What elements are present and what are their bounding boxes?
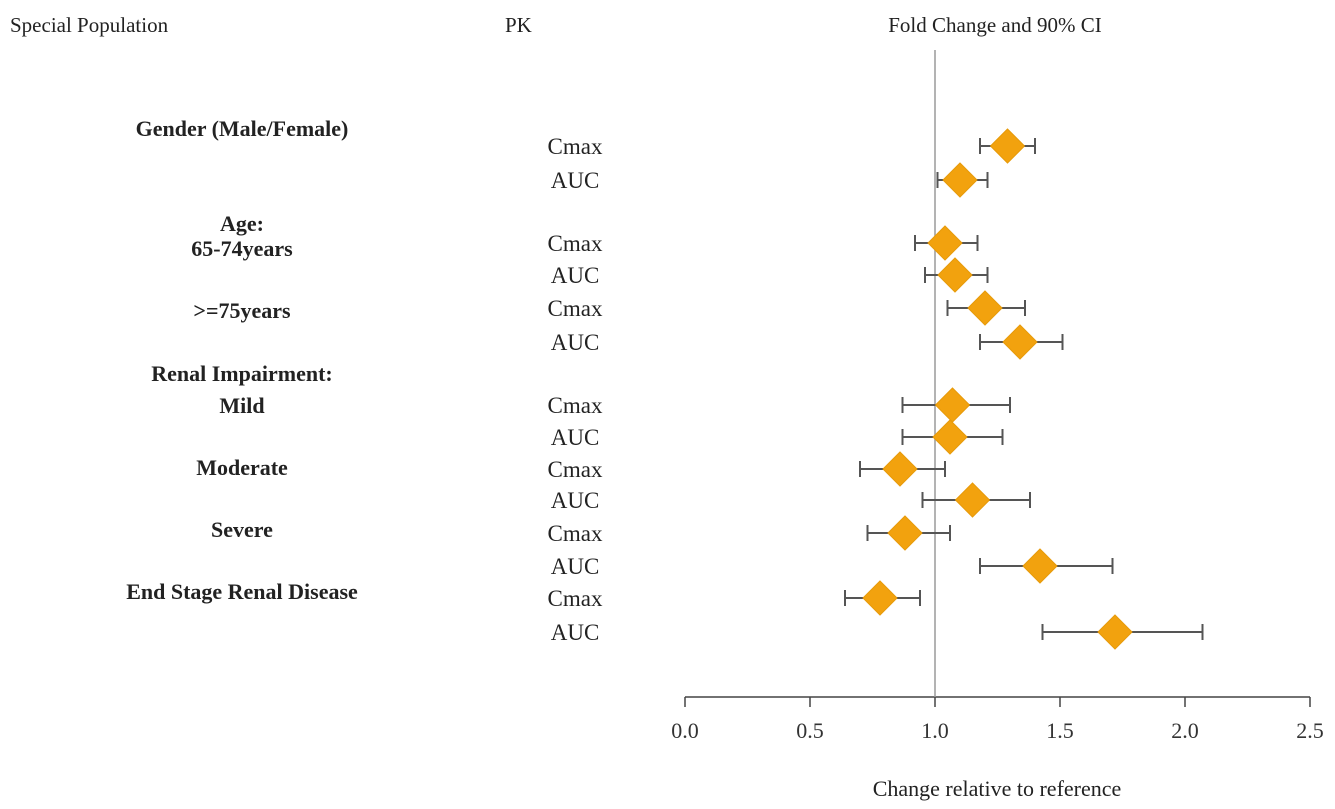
group-label-moderate: Moderate bbox=[196, 455, 288, 480]
pk-label: AUC bbox=[551, 620, 600, 645]
x-tick-label: 2.0 bbox=[1171, 718, 1199, 743]
pk-label: AUC bbox=[551, 488, 600, 513]
group-label-severe: Severe bbox=[211, 517, 273, 542]
pk-label: AUC bbox=[551, 425, 600, 450]
x-tick-label: 2.5 bbox=[1296, 718, 1324, 743]
estimate-marker bbox=[954, 482, 991, 518]
header-fold-change-ci: Fold Change and 90% CI bbox=[888, 13, 1101, 37]
pk-labels: Cmax AUC Cmax AUC Cmax AUC Cmax AUC Cmax AUC Cmax A… bbox=[548, 134, 603, 645]
pk-label: Cmax bbox=[548, 457, 603, 482]
group-label-age-65-74: 65-74years bbox=[191, 236, 293, 261]
x-axis-label: Change relative to reference bbox=[873, 776, 1122, 801]
estimate-marker bbox=[942, 162, 978, 198]
pk-label: Cmax bbox=[548, 521, 603, 546]
estimate-marker bbox=[989, 128, 1026, 164]
header-pk: PK bbox=[505, 13, 532, 37]
pk-label: AUC bbox=[551, 263, 600, 288]
pk-label: AUC bbox=[551, 330, 600, 355]
estimate-marker bbox=[967, 290, 1003, 326]
group-label-esrd: End Stage Renal Disease bbox=[126, 579, 358, 604]
estimate-marker bbox=[934, 387, 971, 423]
plot-area: 0.0 0.5 1.0 1.5 2.0 2.5 bbox=[671, 50, 1324, 743]
estimate-marker bbox=[1097, 614, 1133, 650]
x-tick-label: 0.5 bbox=[796, 718, 824, 743]
estimate-marker bbox=[882, 451, 918, 487]
pk-label: Cmax bbox=[548, 393, 603, 418]
group-label-age: Age: bbox=[220, 211, 264, 236]
estimate-marker bbox=[927, 225, 963, 261]
x-tick-label: 1.5 bbox=[1046, 718, 1074, 743]
estimate-marker bbox=[1022, 548, 1058, 584]
x-tick-label: 0.0 bbox=[671, 718, 699, 743]
estimate-marker bbox=[1002, 324, 1038, 360]
group-label-gender: Gender (Male/Female) bbox=[136, 116, 349, 141]
estimate-marker bbox=[887, 515, 923, 551]
pk-label: Cmax bbox=[548, 586, 603, 611]
estimate-marker bbox=[862, 580, 898, 616]
group-label-renal-impairment: Renal Impairment: bbox=[151, 361, 332, 386]
pk-label: Cmax bbox=[548, 296, 603, 321]
estimate-marker bbox=[932, 419, 968, 455]
pk-label: Cmax bbox=[548, 134, 603, 159]
x-axis: 0.0 0.5 1.0 1.5 2.0 2.5 bbox=[671, 696, 1324, 743]
pk-label: Cmax bbox=[548, 231, 603, 256]
group-label-mild: Mild bbox=[219, 393, 264, 418]
pk-label: AUC bbox=[551, 554, 600, 579]
estimate-marker bbox=[937, 257, 973, 293]
x-tick-label: 1.0 bbox=[921, 718, 949, 743]
pk-label: AUC bbox=[551, 168, 600, 193]
group-label-age-75-plus: >=75years bbox=[193, 298, 291, 323]
header-special-population: Special Population bbox=[10, 13, 169, 37]
estimates bbox=[844, 128, 1204, 650]
